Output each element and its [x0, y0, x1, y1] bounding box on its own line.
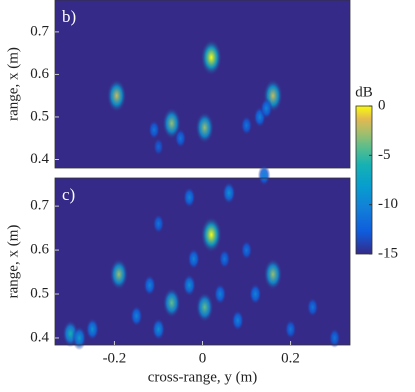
intensity-blob	[187, 248, 200, 270]
intensity-blob	[213, 283, 227, 305]
y-tick-label: 0.5	[30, 285, 49, 301]
x-axis-label: cross-range, y (m)	[148, 369, 258, 385]
intensity-blob	[200, 39, 223, 76]
intensity-blob	[153, 137, 164, 156]
colorbar-tick-label: -5	[378, 147, 391, 163]
plot-frame	[54, 0, 351, 169]
x-tick-label: 0.2	[281, 350, 300, 366]
intensity-blob	[143, 274, 156, 296]
intensity-blob	[240, 115, 253, 136]
intensity-blob	[284, 319, 297, 340]
x-tick-label: -0.2	[103, 350, 127, 366]
intensity-blob	[263, 258, 283, 291]
intensity-blob	[249, 283, 262, 305]
intensity-blob	[182, 273, 196, 297]
y-axis-label: range, x (m)	[5, 47, 21, 121]
intensity-blob	[200, 216, 223, 253]
intensity-blob	[130, 305, 143, 327]
colorbar-tick-label: 0	[378, 97, 386, 113]
intensity-blob	[85, 317, 100, 341]
intensity-blob	[183, 186, 196, 208]
intensity-blob	[306, 297, 319, 318]
panel-label: c)	[62, 185, 75, 204]
y-tick-label: 0.5	[30, 108, 49, 124]
intensity-blob	[222, 181, 236, 205]
intensity-blob	[109, 258, 129, 291]
intensity-blob	[218, 249, 231, 269]
intensity-blob	[195, 291, 214, 323]
y-tick-label: 0.6	[30, 242, 49, 258]
intensity-blob	[328, 328, 341, 348]
y-axis-label: range, x (m)	[5, 225, 21, 299]
y-tick-label: 0.7	[30, 198, 49, 214]
intensity-blob	[174, 128, 187, 149]
colorbar-label: dB	[355, 84, 373, 100]
intensity-blob	[240, 240, 253, 260]
colorbar	[355, 105, 373, 255]
colorbar-tick-label: -10	[378, 196, 398, 212]
panel-label: b)	[62, 7, 76, 26]
y-tick-label: 0.4	[30, 151, 49, 167]
intensity-blob	[260, 97, 273, 120]
colorbar-tick-label: -15	[378, 245, 398, 261]
intensity-blob	[72, 325, 87, 351]
intensity-blob	[106, 78, 127, 113]
y-tick-label: 0.6	[30, 66, 49, 82]
intensity-blob	[152, 213, 165, 234]
intensity-blob	[151, 317, 166, 341]
intensity-blob	[148, 119, 160, 140]
intensity-blob	[257, 164, 271, 186]
x-tick-label: 0	[199, 350, 207, 366]
intensity-blob	[231, 309, 244, 332]
y-tick-label: 0.7	[30, 23, 49, 39]
intensity-blob	[162, 287, 181, 319]
intensity-blob	[195, 111, 215, 144]
y-tick-label: 0.4	[30, 329, 49, 345]
